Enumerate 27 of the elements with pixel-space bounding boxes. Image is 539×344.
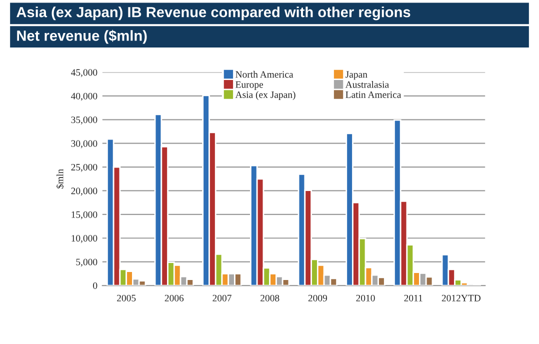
legend-label: North America [236, 70, 294, 78]
x-tick-label: 2011 [404, 294, 422, 302]
chart-subtitle: Net revenue ($mln) [17, 30, 147, 44]
x-tick-label: 2006 [164, 294, 184, 302]
x-tick-label: 2008 [260, 294, 280, 302]
y-axis-title: $mln [56, 169, 64, 188]
legend-label: Europe [236, 81, 264, 90]
y-tick-label: 15,000 [72, 211, 98, 220]
y-tick-label: 45,000 [71, 69, 98, 78]
y-tick-label: 35,000 [71, 116, 98, 125]
legend-label: Latin America [346, 91, 402, 98]
legend-label: Asia (ex Japan) [235, 91, 296, 100]
chart-title: Asia (ex Japan) IB Revenue compared with other regions [16, 6, 410, 20]
y-tick-label: 25,000 [71, 164, 98, 172]
legend-label: Australasia [345, 81, 389, 88]
x-tick-label: 2007 [212, 294, 232, 302]
x-tick-label: 2009 [308, 294, 327, 302]
legend-label: Japan [346, 71, 368, 80]
y-tick-label: 30,000 [71, 140, 98, 148]
y-tick-label: 5,000 [76, 258, 98, 267]
y-tick-label: 0 [93, 282, 98, 289]
y-tick-label: 40,000 [71, 92, 98, 101]
x-tick-label: 2005 [117, 294, 136, 302]
x-tick-label: 2010 [356, 294, 375, 302]
x-tick-label: 2012YTD [442, 294, 481, 302]
y-tick-label: 20,000 [71, 188, 98, 196]
y-tick-label: 10,000 [72, 235, 98, 243]
